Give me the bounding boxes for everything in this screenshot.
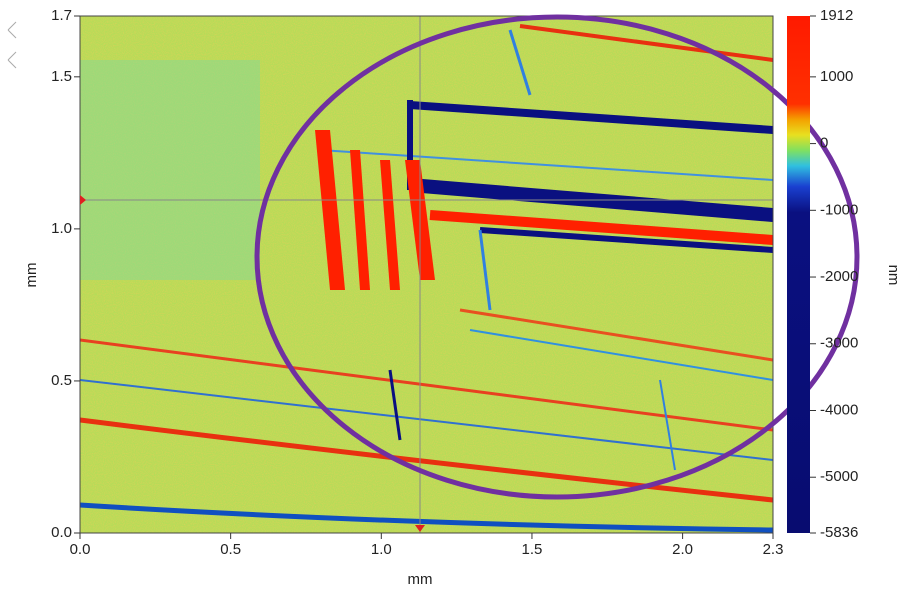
y-tick-label: 1.5 bbox=[51, 68, 72, 85]
colorbar-tick-label: -5000 bbox=[820, 468, 858, 485]
x-tick-label: 0.5 bbox=[220, 541, 241, 558]
y-tick-label: 0.0 bbox=[51, 524, 72, 541]
x-tick-label: 1.5 bbox=[522, 541, 543, 558]
colorbar-label: nm bbox=[885, 265, 902, 286]
colorbar-tick-label: -4000 bbox=[820, 401, 858, 418]
chart: mm mm nm 0.0 0.5 1.0 1.5 2.0 2.3 0.0 0.5 1.0 1.5 1… bbox=[0, 0, 915, 591]
x-tick-label: 0.0 bbox=[70, 541, 91, 558]
y-tick-label: 0.5 bbox=[51, 372, 72, 389]
y-tick-label: 1.0 bbox=[51, 220, 72, 237]
x-tick-label: 2.0 bbox=[672, 541, 693, 558]
colorbar-tick-label: -5836 bbox=[820, 524, 858, 541]
colorbar-tick-label: -3000 bbox=[820, 335, 858, 352]
y-axis-label: mm bbox=[23, 263, 40, 288]
colorbar-tick-label: -1000 bbox=[820, 201, 858, 218]
x-axis-label: mm bbox=[408, 571, 433, 588]
colorbar bbox=[787, 16, 810, 533]
x-tick-label: 1.0 bbox=[371, 541, 392, 558]
colorbar-tick-label: -2000 bbox=[820, 268, 858, 285]
y-tick-label: 1.7 bbox=[51, 7, 72, 24]
colorbar-tick-label: 1000 bbox=[820, 68, 853, 85]
height-map bbox=[80, 16, 773, 533]
colorbar-tick-label: 1912 bbox=[820, 7, 853, 24]
x-tick-label: 2.3 bbox=[763, 541, 784, 558]
colorbar-tick-label: 0 bbox=[820, 135, 828, 152]
nav-chevrons[interactable] bbox=[8, 22, 16, 68]
